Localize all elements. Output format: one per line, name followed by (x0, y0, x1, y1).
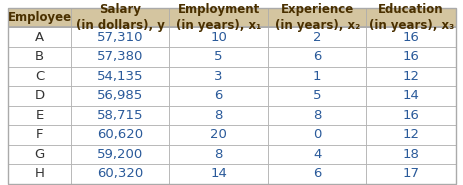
Text: E: E (35, 109, 44, 122)
Text: 14: 14 (402, 89, 419, 102)
Text: 16: 16 (402, 31, 419, 44)
Bar (8, 28, 71, 47)
Text: 16: 16 (402, 109, 419, 122)
Bar (8, 47, 71, 67)
Text: 12: 12 (402, 70, 419, 83)
Bar (169, 67, 267, 86)
Text: Education
(in years), x₃: Education (in years), x₃ (368, 3, 453, 32)
Bar (169, 125, 267, 145)
Text: 0: 0 (313, 128, 321, 141)
Bar (267, 67, 366, 86)
Bar (366, 8, 455, 28)
Bar (71, 67, 169, 86)
Bar (366, 164, 455, 184)
Bar (71, 106, 169, 125)
Bar (169, 86, 267, 106)
Bar (169, 8, 267, 28)
Text: 5: 5 (214, 50, 222, 63)
Text: 3: 3 (214, 70, 222, 83)
Text: 10: 10 (210, 31, 226, 44)
Bar (267, 145, 366, 164)
Text: 18: 18 (402, 148, 419, 161)
Text: 60,620: 60,620 (97, 128, 143, 141)
Text: C: C (35, 70, 44, 83)
Bar (169, 28, 267, 47)
Bar (267, 125, 366, 145)
Bar (267, 86, 366, 106)
Bar (366, 28, 455, 47)
Bar (71, 8, 169, 28)
Text: 57,380: 57,380 (97, 50, 143, 63)
Text: Employment
(in years), x₁: Employment (in years), x₁ (175, 3, 261, 32)
Text: 5: 5 (312, 89, 321, 102)
Bar (8, 86, 71, 106)
Bar (366, 86, 455, 106)
Bar (169, 106, 267, 125)
Bar (71, 164, 169, 184)
Bar (8, 106, 71, 125)
Bar (8, 8, 71, 28)
Bar (267, 8, 366, 28)
Bar (71, 145, 169, 164)
Bar (267, 28, 366, 47)
Text: 8: 8 (214, 148, 222, 161)
Text: B: B (35, 50, 44, 63)
Text: 2: 2 (312, 31, 321, 44)
Text: 12: 12 (402, 128, 419, 141)
Text: 4: 4 (313, 148, 321, 161)
Text: Experience
(in years), x₂: Experience (in years), x₂ (274, 3, 359, 32)
Text: 6: 6 (214, 89, 222, 102)
Text: G: G (34, 148, 44, 161)
Text: 58,715: 58,715 (97, 109, 143, 122)
Bar (8, 125, 71, 145)
Bar (71, 28, 169, 47)
Text: Salary
(in dollars), y: Salary (in dollars), y (75, 3, 164, 32)
Text: 16: 16 (402, 50, 419, 63)
Text: 1: 1 (312, 70, 321, 83)
Bar (169, 145, 267, 164)
Bar (8, 164, 71, 184)
Bar (366, 145, 455, 164)
Bar (169, 47, 267, 67)
Bar (71, 125, 169, 145)
Bar (267, 106, 366, 125)
Text: 6: 6 (313, 167, 321, 180)
Bar (267, 47, 366, 67)
Text: 14: 14 (210, 167, 226, 180)
Text: 56,985: 56,985 (97, 89, 143, 102)
Bar (71, 47, 169, 67)
Text: 60,320: 60,320 (97, 167, 143, 180)
Text: H: H (35, 167, 44, 180)
Bar (366, 106, 455, 125)
Bar (8, 145, 71, 164)
Text: 8: 8 (214, 109, 222, 122)
Text: D: D (34, 89, 44, 102)
Text: 59,200: 59,200 (97, 148, 143, 161)
Text: 57,310: 57,310 (97, 31, 143, 44)
Bar (366, 125, 455, 145)
Text: 17: 17 (402, 167, 419, 180)
Text: A: A (35, 31, 44, 44)
Text: Employee: Employee (7, 11, 71, 24)
Text: 8: 8 (313, 109, 321, 122)
Bar (169, 164, 267, 184)
Bar (366, 67, 455, 86)
Text: 6: 6 (313, 50, 321, 63)
Bar (71, 86, 169, 106)
Bar (366, 47, 455, 67)
Text: F: F (36, 128, 43, 141)
Bar (267, 164, 366, 184)
Text: 54,135: 54,135 (97, 70, 143, 83)
Bar (8, 67, 71, 86)
Text: 20: 20 (210, 128, 226, 141)
